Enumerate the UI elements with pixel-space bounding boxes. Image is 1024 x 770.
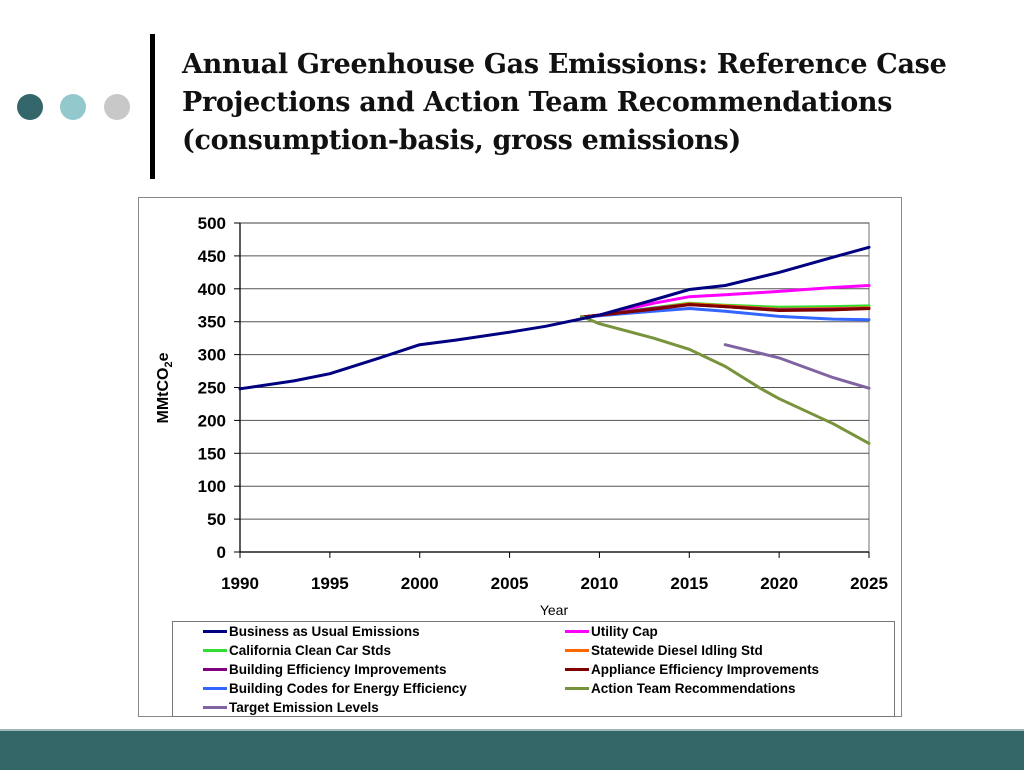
x-tick-label: 2020 [760,574,798,593]
x-tick-label: 2005 [491,574,529,593]
y-tick-label: 450 [198,247,226,266]
x-tick-label: 2010 [581,574,619,593]
legend-swatch [203,668,227,671]
series-line-business-as-usual-emissions [238,245,871,391]
x-axis-label: Year [540,602,569,618]
svg-text:MMtCO2e: MMtCO2e [155,352,175,423]
y-tick-label: 100 [198,477,226,496]
title-divider [150,34,155,179]
legend-item: Statewide Diesel Idling Std [565,643,763,658]
x-tick-label: 2015 [670,574,708,593]
legend-item: Business as Usual Emissions [203,624,420,639]
y-axis-label: MMtCO2e [155,352,175,423]
y-tick-label: 50 [207,510,226,529]
x-tick-label: 1995 [311,574,349,593]
legend-swatch [565,668,589,671]
legend-item: Target Emission Levels [203,700,379,715]
series-lines [238,245,871,445]
series-line-target-emission-levels [723,343,871,390]
chart-legend: Business as Usual Emissions Utility Cap Ca… [172,621,895,717]
x-tick-label: 2000 [401,574,439,593]
y-tick-label: 0 [217,543,226,562]
y-tick-label: 350 [198,313,226,332]
series-line-action-team-recommendations [580,314,871,445]
slide-title-line-2: Projections and Action Team Recommendati… [182,87,893,118]
legend-item: Building Codes for Energy Efficiency [203,681,467,696]
legend-label: Business as Usual Emissions [229,624,420,639]
slide-title: Annual Greenhouse Gas Emissions: Referen… [182,46,1012,160]
legend-swatch [565,630,589,633]
decor-dot-dark [17,94,43,120]
legend-label: California Clean Car Stds [229,643,392,658]
y-axis-label-tail: e [155,352,172,361]
legend-item: California Clean Car Stds [203,643,391,658]
y-tick-labels: 0 50 100 150 200 250 300 350 400 450 500 [198,214,226,562]
legend-item: Building Efficiency Improvements [203,662,447,677]
legend-label: Action Team Recommendations [591,681,796,696]
decor-dot-light [60,94,86,120]
y-axis-label-main: MMtCO [155,368,172,424]
legend-label: Building Efficiency Improvements [229,662,447,677]
y-tick-label: 500 [198,214,226,233]
legend-swatch [203,630,227,633]
legend-swatch [203,706,227,709]
legend-swatch [203,649,227,652]
footer-bar [0,729,1024,770]
x-tick-label: 2025 [850,574,888,593]
legend-label: Target Emission Levels [229,700,379,715]
legend-label: Building Codes for Energy Efficiency [229,681,467,696]
y-axis-label-sub: 2 [163,361,175,367]
legend-swatch [565,687,589,690]
legend-item: Action Team Recommendations [565,681,796,696]
y-tick-label: 250 [198,379,226,398]
legend-swatch [565,649,589,652]
y-tick-label: 200 [198,411,226,430]
legend-swatch [203,687,227,690]
slide-title-line-3: (consumption-basis, gross emissions) [182,125,741,156]
x-tick-labels: 1990 1995 2000 2005 2010 2015 2020 2025 [221,574,888,593]
y-tick-label: 300 [198,346,226,365]
legend-label: Utility Cap [591,624,658,639]
legend-label: Statewide Diesel Idling Std [591,643,763,658]
x-tick-label: 1990 [221,574,259,593]
y-tick-label: 150 [198,444,226,463]
y-tick-label: 400 [198,280,226,299]
slide-title-line-1: Annual Greenhouse Gas Emissions: Referen… [182,49,947,80]
legend-item: Appliance Efficiency Improvements [565,662,819,677]
decor-dot-gray [104,94,130,120]
legend-item: Utility Cap [565,624,658,639]
legend-label: Appliance Efficiency Improvements [591,662,820,677]
